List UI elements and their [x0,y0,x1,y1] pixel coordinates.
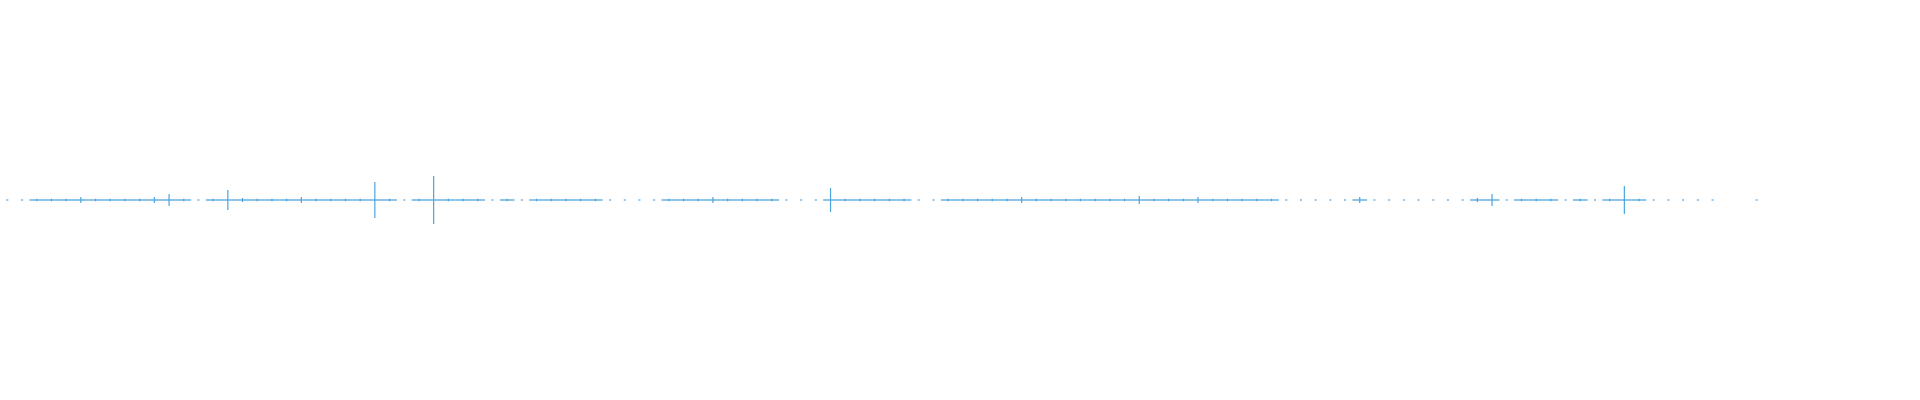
waveform-segment [882,198,897,202]
waveform-segment [352,198,368,202]
waveform-segment [441,198,456,202]
waveform-segment [837,198,853,202]
waveform-segment [220,190,236,210]
waveform-segment [984,198,1000,202]
waveform-segment [1205,198,1221,202]
waveform-segment [426,176,441,224]
waveform-segment [573,198,588,202]
waveform-segment [1073,198,1088,202]
waveform-segment [955,198,971,202]
waveform-segment [382,198,397,202]
waveform-segment [823,188,838,212]
waveform-segment [970,198,985,202]
waveform-segment [470,198,486,202]
waveform-segment [749,198,765,202]
waveform-segment [323,198,339,202]
waveform-segment [1264,198,1279,202]
waveform-segment [1528,198,1544,202]
waveform-segment [132,198,147,202]
waveform-segment [367,182,383,218]
waveform-segment [294,197,309,203]
waveform-segment [1602,198,1617,202]
waveform-segment [676,198,691,202]
waveform-segment [1249,198,1265,202]
waveform-segment [499,198,515,202]
waveform-segment [161,194,177,206]
waveform-segment [1190,197,1206,203]
waveform-segment [73,197,89,203]
waveform-segment [338,198,353,202]
waveform-segment [1470,198,1485,202]
waveform-segment [1146,198,1162,202]
waveform-segment [176,198,192,202]
waveform-segment [264,198,280,202]
waveform-segment [1572,198,1588,202]
waveform-segment [1043,198,1059,202]
waveform-segment [661,198,677,202]
waveform-segment [29,198,45,202]
waveform-segment [1484,194,1500,206]
waveform-segment [1058,198,1074,202]
waveform-segment [235,198,250,202]
waveform-segment [543,198,559,202]
waveform-segment [720,198,735,202]
waveform-segment [1617,186,1632,214]
waveform-segment [308,198,324,202]
waveform-segment [117,198,133,202]
waveform-segment [867,198,882,202]
waveform-segment [705,197,721,203]
waveform-segment [735,198,750,202]
waveform-segment [896,198,912,202]
waveform-segment [1543,198,1559,202]
waveform-segment [1161,198,1176,202]
waveform-segment [1102,198,1118,202]
waveform-segment [1352,197,1368,203]
waveform-segment [1014,197,1029,203]
waveform-segment [558,198,574,202]
waveform-segment [852,198,868,202]
waveform-segment [44,198,59,202]
waveform-segment [588,198,603,202]
waveform-segment [147,197,162,203]
waveform-segment [764,198,780,202]
waveform-segment [1087,198,1103,202]
waveform-segment [1234,198,1250,202]
waveform-segment [205,198,221,202]
waveform-segment [411,198,427,202]
waveform-segment [1220,198,1235,202]
waveform-segment [88,198,103,202]
waveform-segment [1029,198,1044,202]
waveform-segment [279,198,294,202]
waveform-segment [940,198,956,202]
waveform-segment [1631,198,1647,202]
waveform-segment [1514,198,1529,202]
waveform-segment [455,198,471,202]
waveform-segment [102,198,118,202]
waveform-segment [58,198,74,202]
waveform-segment [690,198,706,202]
waveform-segment [1176,198,1191,202]
waveform-segment [529,198,544,202]
waveform-segment [1131,196,1147,204]
waveform-segment [249,198,265,202]
waveform-segment [999,198,1015,202]
waveform-segment [1117,198,1132,202]
